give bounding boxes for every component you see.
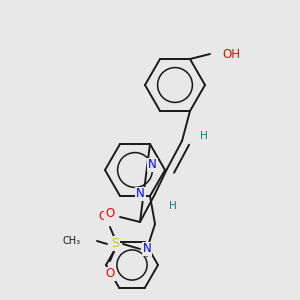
Text: N: N (136, 188, 145, 200)
Text: N: N (148, 158, 157, 172)
Text: CH₃: CH₃ (63, 236, 81, 246)
Text: O: O (105, 268, 115, 281)
Text: S: S (111, 238, 119, 250)
Text: O: O (105, 208, 115, 220)
Text: N: N (142, 242, 152, 256)
Text: OH: OH (222, 47, 240, 61)
Text: H: H (200, 131, 208, 141)
Text: O: O (99, 211, 108, 224)
Text: H: H (169, 201, 177, 211)
